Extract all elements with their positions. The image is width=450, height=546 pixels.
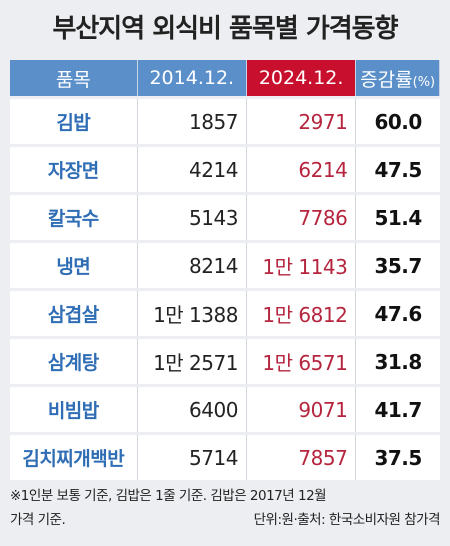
table-row: 자장면 4214 6214 47.5 [10,147,440,192]
footnote-line: 가격 기준. [10,512,66,528]
footnote-line: 가격 기준. 단위:원·출처: 한국소비자원 참가격 [10,508,441,532]
table-cell: 51.4 [356,195,440,240]
table-row: 김밥 1857 2971 60.0 [10,99,440,144]
table-row: 삼겹살 1만 1388 1만 6812 47.6 [10,291,440,336]
table-cell: 47.6 [356,291,440,336]
table-cell: 60.0 [356,99,440,144]
column-header: 2024.12. [246,60,357,96]
table-cell: 6400 [137,387,247,432]
table-cell: 6214 [246,147,357,192]
table-cell: 1만 6812 [246,291,357,336]
table-cell: 삼계탕 [10,339,138,384]
table-cell: 냉면 [10,243,138,288]
table-cell: 삼겹살 [10,291,138,336]
table-cell: 1만 2571 [137,339,247,384]
table-cell: 1857 [137,99,247,144]
table-row: 칼국수 5143 7786 51.4 [10,195,440,240]
header-row: 품목 2014.12. 2024.12. 증감률(%) [10,60,440,96]
table-row: 김치찌개백반 5714 7857 37.5 [10,435,440,480]
table-cell: 5143 [137,195,247,240]
price-table: 품목 2014.12. 2024.12. 증감률(%) 김밥 1857 2971 60.0 자… [10,57,440,483]
table-cell: 4214 [137,147,247,192]
column-header-text: 2014.12. [149,67,235,89]
column-header: 증감률(%) [356,60,440,96]
table-cell: 9071 [246,387,357,432]
column-header: 품목 [10,60,138,96]
table-row: 비빔밥 6400 9071 41.7 [10,387,440,432]
table-cell: 41.7 [356,387,440,432]
source: 단위:원·출처: 한국소비자원 참가격 [253,512,441,528]
table-cell: 자장면 [10,147,138,192]
column-header: 2014.12. [137,60,247,96]
table-cell: 8214 [137,243,247,288]
table-cell: 김치찌개백반 [10,435,138,480]
table-cell: 31.8 [356,339,440,384]
footnote-line: ※1인분 보통 기준, 김밥은 1줄 기준. 김밥은 2017년 12월 [10,488,327,504]
table-cell: 1만 6571 [246,339,357,384]
table-cell: 7857 [246,435,357,480]
title: 부산지역 외식비 품목별 가격동향 [52,14,398,44]
table-cell: 47.5 [356,147,440,192]
table-cell: 35.7 [356,243,440,288]
column-header-unit: (%) [412,74,436,90]
table-cell: 1만 1388 [137,291,247,336]
column-header-text: 품목 [55,68,91,91]
table-row: 냉면 8214 1만 1143 35.7 [10,243,440,288]
table-cell: 7786 [246,195,357,240]
table-row: 삼계탕 1만 2571 1만 6571 31.8 [10,339,440,384]
table-cell: 비빔밥 [10,387,138,432]
footnote: ※1인분 보통 기준, 김밥은 1줄 기준. 김밥은 2017년 12월 가격 … [10,484,441,532]
table-cell: 37.5 [356,435,440,480]
table-body: 김밥 1857 2971 60.0 자장면 4214 6214 47.5 칼국수 5143 7786… [10,99,440,480]
column-header-text: 증감률 [360,68,413,91]
column-header-text: 2024.12. [258,67,344,89]
table-cell: 1만 1143 [246,243,357,288]
table-cell: 5714 [137,435,247,480]
table-cell: 2971 [246,99,357,144]
table-cell: 김밥 [10,99,138,144]
table-cell: 칼국수 [10,195,138,240]
